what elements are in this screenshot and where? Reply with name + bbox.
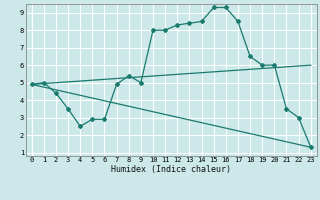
X-axis label: Humidex (Indice chaleur): Humidex (Indice chaleur): [111, 165, 231, 174]
